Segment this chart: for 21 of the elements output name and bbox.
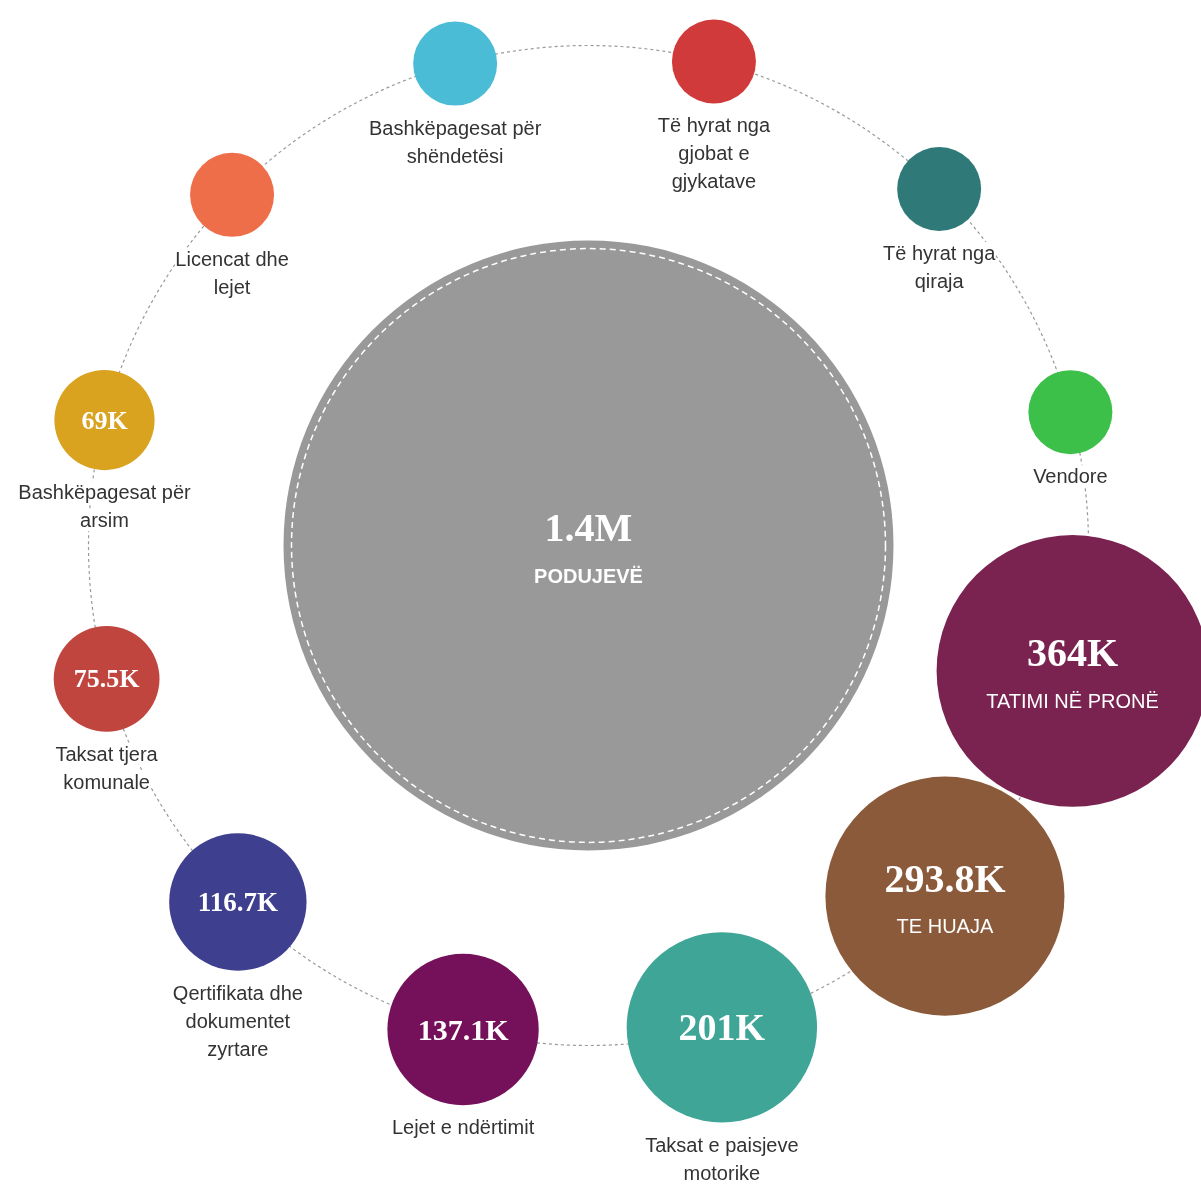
category-label: Të hyrat nga qiraja [883, 242, 997, 293]
category-label: Taksat e paisjeve motorike [645, 1133, 799, 1184]
category-label: Bashkëpagesat për shëndetësi [368, 116, 542, 167]
data-label: 116.7K [197, 886, 278, 917]
category-label: Bashkëpagesat për arsim [18, 481, 191, 532]
data-label: 137.1K [417, 1013, 510, 1047]
category-label: Lejet e ndërtimit [391, 1116, 535, 1139]
category-label: Të hyrat nga gjobat e gjykatave [657, 114, 771, 193]
data-label: 69K [81, 405, 129, 435]
category-label: Taksat tjera komunale [55, 742, 159, 793]
data-label: 201K [678, 1006, 766, 1049]
data-label: 75.5K [73, 664, 141, 694]
category-label: PODUJEVË [534, 564, 643, 587]
data-label: 364K [1026, 630, 1119, 676]
data-label: 293.8K [884, 855, 1006, 901]
category-label: Vendore [1033, 465, 1108, 488]
category-label: TATIMI NË PRONË [986, 689, 1159, 712]
category-label: Licencat dhe lejet [175, 247, 289, 298]
category-label: TE HUAJA [896, 915, 994, 938]
category-label: Qertifikata dhe dokumentet zyrtare [172, 981, 303, 1060]
data-label: 1.4M [544, 505, 633, 550]
